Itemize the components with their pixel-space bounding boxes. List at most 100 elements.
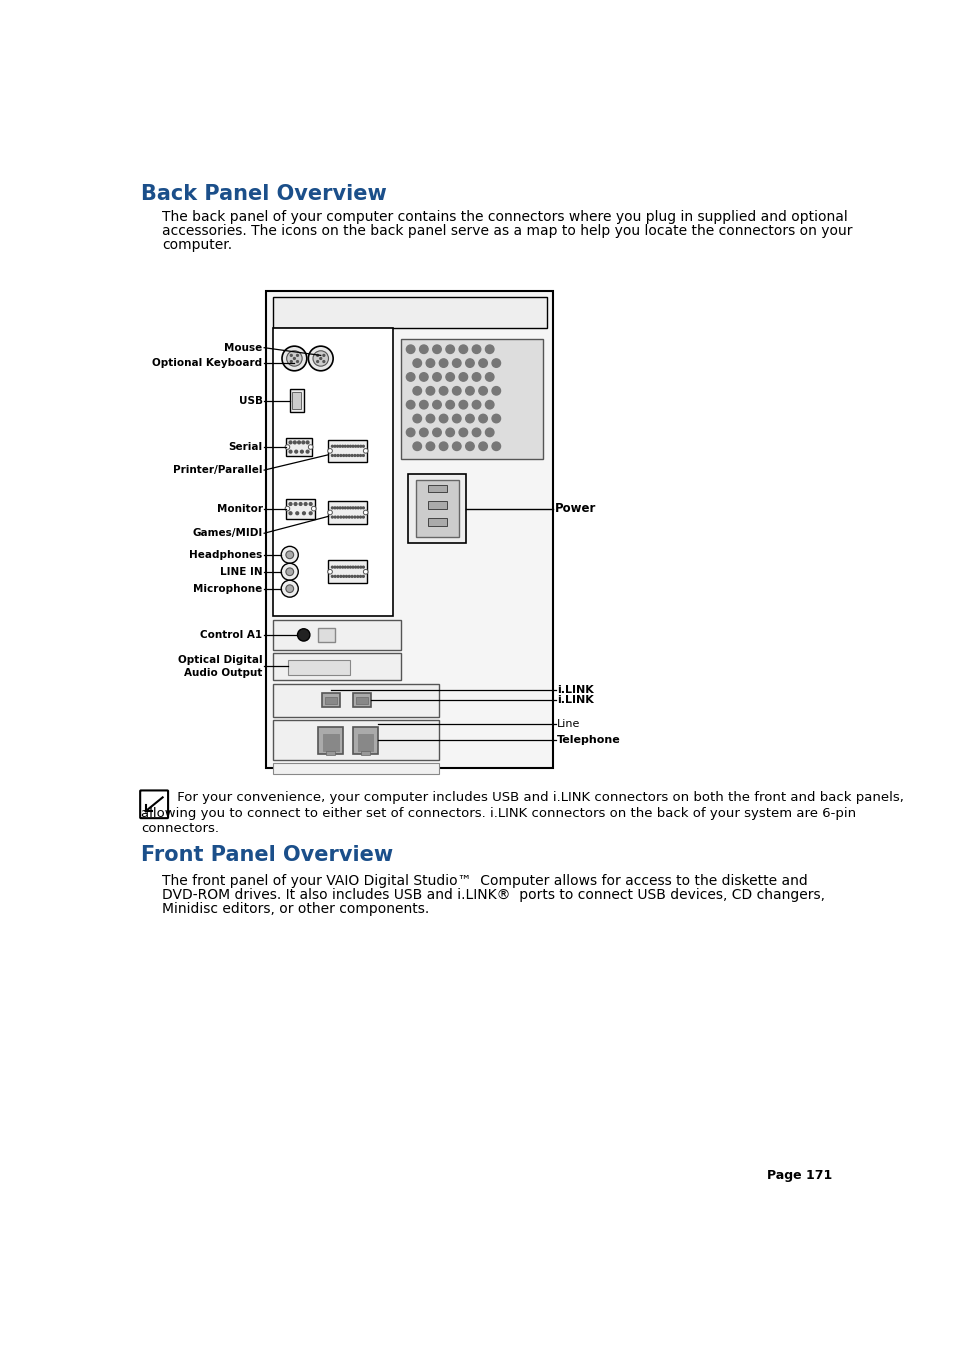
Text: computer.: computer. <box>162 238 232 251</box>
Text: i.LINK: i.LINK <box>557 696 594 705</box>
Bar <box>324 697 336 704</box>
Bar <box>321 693 340 708</box>
Circle shape <box>413 359 421 367</box>
Circle shape <box>362 454 364 457</box>
Circle shape <box>311 507 315 511</box>
Circle shape <box>341 566 343 567</box>
Circle shape <box>336 507 338 509</box>
Bar <box>318 727 343 754</box>
Bar <box>273 297 546 328</box>
Text: Line: Line <box>557 719 579 730</box>
Circle shape <box>342 516 344 517</box>
Circle shape <box>354 454 355 457</box>
Circle shape <box>406 345 415 354</box>
Circle shape <box>472 400 480 409</box>
Circle shape <box>308 444 313 450</box>
Bar <box>400 339 542 458</box>
Circle shape <box>352 566 354 567</box>
Circle shape <box>289 450 292 453</box>
Circle shape <box>289 440 292 443</box>
Circle shape <box>282 346 307 370</box>
Bar <box>317 628 335 642</box>
Circle shape <box>344 446 346 447</box>
Text: The front panel of your VAIO Digital Studio™  Computer allows for access to the : The front panel of your VAIO Digital Stu… <box>162 874 807 889</box>
Text: LINE IN: LINE IN <box>220 567 262 577</box>
Circle shape <box>339 516 341 517</box>
Circle shape <box>439 359 447 367</box>
Circle shape <box>299 503 302 505</box>
Circle shape <box>362 507 364 509</box>
Circle shape <box>334 454 335 457</box>
Circle shape <box>309 503 312 505</box>
Circle shape <box>345 454 347 457</box>
Circle shape <box>285 444 290 450</box>
Bar <box>357 734 373 751</box>
Circle shape <box>359 566 361 567</box>
Circle shape <box>295 512 298 515</box>
Circle shape <box>445 428 454 436</box>
Text: Control A1: Control A1 <box>200 630 262 640</box>
Circle shape <box>322 361 324 362</box>
Bar <box>273 620 400 650</box>
Circle shape <box>433 400 441 409</box>
Circle shape <box>419 345 428 354</box>
Circle shape <box>452 442 460 450</box>
Circle shape <box>452 359 460 367</box>
Circle shape <box>426 359 435 367</box>
Bar <box>286 438 312 457</box>
Circle shape <box>426 386 435 394</box>
Circle shape <box>348 454 350 457</box>
Bar <box>273 654 400 681</box>
Circle shape <box>319 358 321 359</box>
Circle shape <box>339 507 341 509</box>
Circle shape <box>290 361 292 362</box>
Bar <box>427 485 447 493</box>
Circle shape <box>344 566 346 567</box>
Circle shape <box>354 576 355 577</box>
Circle shape <box>419 373 428 381</box>
Circle shape <box>458 428 467 436</box>
Text: The back panel of your computer contains the connectors where you plug in suppli: The back panel of your computer contains… <box>162 209 846 224</box>
Bar <box>326 751 335 755</box>
Circle shape <box>356 576 358 577</box>
Circle shape <box>301 440 304 443</box>
Circle shape <box>281 546 298 563</box>
Circle shape <box>413 442 421 450</box>
Text: accessories. The icons on the back panel serve as a map to help you locate the c: accessories. The icons on the back panel… <box>162 224 851 238</box>
Circle shape <box>492 386 500 394</box>
Circle shape <box>286 551 294 559</box>
Circle shape <box>297 440 300 443</box>
Circle shape <box>290 354 292 357</box>
Circle shape <box>289 512 292 515</box>
Bar <box>292 392 301 409</box>
Circle shape <box>352 507 354 509</box>
Circle shape <box>354 516 355 517</box>
Circle shape <box>419 400 428 409</box>
Circle shape <box>328 570 332 574</box>
Circle shape <box>296 361 298 362</box>
Circle shape <box>336 566 338 567</box>
Circle shape <box>331 576 333 577</box>
Circle shape <box>355 446 356 447</box>
Text: Games/MIDI: Games/MIDI <box>193 528 262 538</box>
Text: DVD-ROM drives. It also includes USB and i.LINK®  ports to connect USB devices, : DVD-ROM drives. It also includes USB and… <box>162 888 824 902</box>
Circle shape <box>356 454 358 457</box>
Circle shape <box>297 628 310 642</box>
Circle shape <box>339 454 341 457</box>
Circle shape <box>302 512 305 515</box>
Circle shape <box>426 442 435 450</box>
Circle shape <box>465 359 474 367</box>
Circle shape <box>347 507 349 509</box>
Circle shape <box>478 359 487 367</box>
Circle shape <box>342 576 344 577</box>
Circle shape <box>472 373 480 381</box>
Circle shape <box>492 442 500 450</box>
Circle shape <box>336 454 338 457</box>
Bar <box>328 501 367 524</box>
Circle shape <box>478 386 487 394</box>
Circle shape <box>472 428 480 436</box>
Circle shape <box>458 373 467 381</box>
Circle shape <box>294 450 297 453</box>
Circle shape <box>352 446 354 447</box>
Circle shape <box>478 415 487 423</box>
